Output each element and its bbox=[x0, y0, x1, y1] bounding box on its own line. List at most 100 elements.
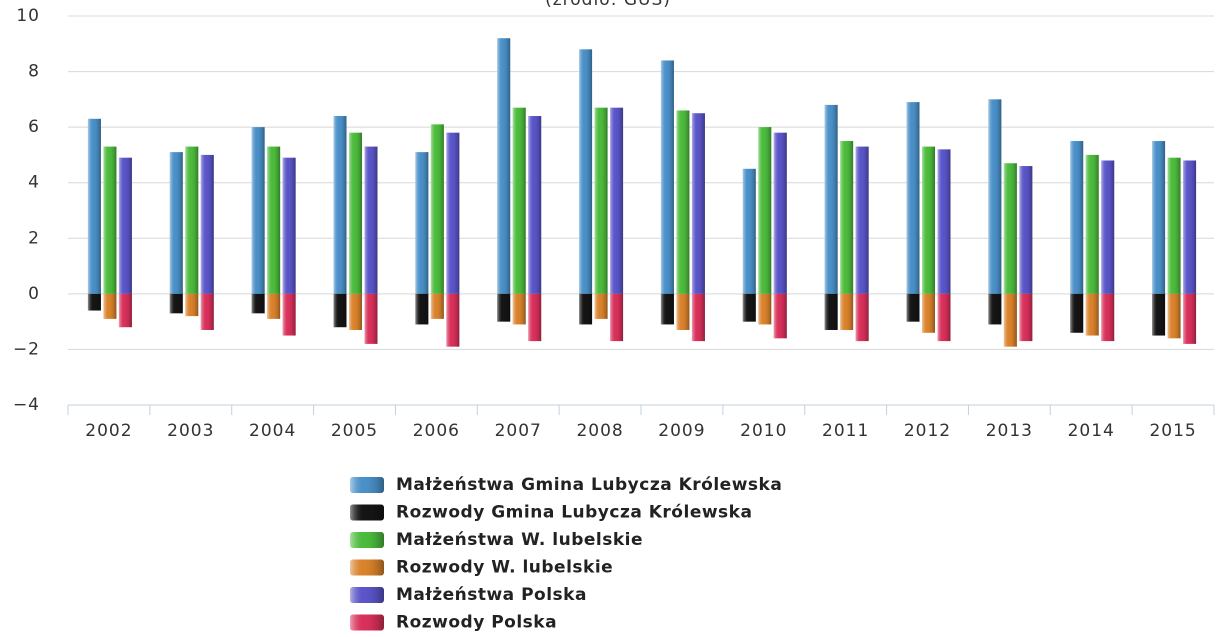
bar-shade bbox=[1019, 293, 1033, 342]
bar-shade bbox=[1101, 293, 1115, 342]
y-tick-label: 8 bbox=[28, 62, 40, 82]
bar-shade bbox=[185, 146, 199, 294]
bar-shade bbox=[906, 102, 920, 294]
bar-shade bbox=[430, 124, 444, 294]
bar-shade bbox=[840, 141, 854, 294]
bar-shade bbox=[1085, 293, 1099, 336]
bar-shade bbox=[200, 293, 214, 330]
bar-shade bbox=[1070, 141, 1084, 294]
x-tick-label: 2006 bbox=[413, 421, 460, 441]
bar-shade bbox=[446, 132, 460, 294]
bar-shade bbox=[282, 293, 296, 336]
bar-shade bbox=[497, 38, 511, 294]
x-tick-label: 2011 bbox=[822, 421, 869, 441]
bar-shade bbox=[1183, 293, 1197, 344]
bar-shade bbox=[333, 293, 347, 328]
bar-shade bbox=[415, 293, 429, 325]
bar-shade bbox=[840, 293, 854, 330]
bar-shade bbox=[906, 293, 920, 322]
bar-shade bbox=[660, 293, 674, 325]
x-tick-label: 2010 bbox=[740, 421, 787, 441]
bar-shade bbox=[512, 293, 526, 325]
bar-shade bbox=[364, 293, 378, 344]
bar-shade bbox=[691, 293, 705, 342]
bar-shade bbox=[251, 293, 265, 314]
bar-shade bbox=[103, 293, 117, 319]
bar-shade bbox=[1003, 293, 1017, 347]
chart-subtitle: (źródło: GUS) bbox=[545, 0, 671, 10]
x-tick-label: 2002 bbox=[85, 421, 132, 441]
x-tick-label: 2004 bbox=[249, 421, 296, 441]
bar-shade bbox=[118, 157, 132, 294]
legend-swatch-shade bbox=[350, 532, 384, 548]
bar-shade bbox=[267, 293, 281, 319]
bar-shade bbox=[251, 127, 265, 294]
bar-shade bbox=[497, 293, 511, 322]
bar-shade bbox=[118, 293, 132, 328]
bar-shade bbox=[512, 107, 526, 294]
bar-shade bbox=[1167, 293, 1181, 339]
x-tick-label: 2014 bbox=[1068, 421, 1115, 441]
bar-shade bbox=[579, 293, 593, 325]
bar-shade bbox=[1183, 160, 1197, 294]
bar-shade bbox=[773, 293, 787, 339]
bar-shade bbox=[200, 154, 214, 294]
bar-shade bbox=[87, 118, 101, 294]
legend-label: Rozwody Polska bbox=[396, 613, 557, 633]
bar-shade bbox=[773, 132, 787, 294]
legend-swatch-shade bbox=[350, 559, 384, 576]
legend-swatch-shade bbox=[350, 614, 384, 631]
legend-swatch-shade bbox=[350, 587, 384, 603]
bar-shade bbox=[824, 104, 838, 294]
bar-shade bbox=[446, 293, 460, 347]
bar-shade bbox=[758, 127, 772, 294]
bar-shade bbox=[758, 293, 772, 325]
bar-shade bbox=[988, 99, 1002, 294]
bar-shade bbox=[87, 293, 101, 311]
legend-swatch-shade bbox=[350, 477, 384, 493]
x-tick-label: 2009 bbox=[658, 421, 705, 441]
x-tick-label: 2015 bbox=[1149, 421, 1196, 441]
bar-shade bbox=[922, 293, 935, 333]
bar-shade bbox=[1003, 163, 1017, 294]
bar-shade bbox=[528, 116, 542, 294]
bar-shade bbox=[103, 146, 117, 294]
x-tick-label: 2013 bbox=[986, 421, 1033, 441]
x-tick-label: 2012 bbox=[904, 421, 951, 441]
y-tick-label: −2 bbox=[13, 339, 40, 359]
bar-shade bbox=[430, 293, 444, 319]
bar-shade bbox=[1167, 157, 1181, 294]
bar-shade bbox=[528, 293, 542, 342]
bar-shade bbox=[937, 293, 951, 342]
bar-shade bbox=[855, 293, 869, 342]
bar-shade bbox=[1101, 160, 1115, 294]
bar-shade bbox=[579, 49, 593, 294]
bar-shade bbox=[824, 293, 838, 330]
y-tick-label: 2 bbox=[28, 228, 40, 248]
legend-label: Małżeństwa Polska bbox=[396, 585, 587, 605]
bar-shade bbox=[415, 152, 429, 294]
bar-shade bbox=[1085, 154, 1099, 294]
bar-shade bbox=[610, 293, 624, 342]
bar-shade bbox=[988, 293, 1002, 325]
y-tick-label: 4 bbox=[28, 173, 40, 193]
x-tick-label: 2003 bbox=[167, 421, 214, 441]
legend-label: Rozwody W. lubelskie bbox=[396, 558, 613, 578]
bar-shade bbox=[169, 293, 183, 314]
bar-shade bbox=[742, 293, 756, 322]
bar-shade bbox=[1070, 293, 1084, 333]
bar-shade bbox=[594, 293, 608, 319]
legend-label: Małżeństwa W. lubelskie bbox=[396, 530, 643, 550]
bar-shade bbox=[1019, 166, 1033, 294]
y-tick-label: 0 bbox=[28, 284, 40, 304]
bar-shade bbox=[922, 146, 935, 294]
bar-shade bbox=[691, 113, 705, 294]
y-tick-label: −4 bbox=[13, 395, 40, 415]
bar-shade bbox=[267, 146, 281, 294]
bar-shade bbox=[660, 60, 674, 294]
bar-shade bbox=[364, 146, 378, 294]
bar-shade bbox=[185, 293, 199, 317]
legend-label: Rozwody Gmina Lubycza Królewska bbox=[396, 503, 752, 523]
x-tick-label: 2007 bbox=[495, 421, 542, 441]
